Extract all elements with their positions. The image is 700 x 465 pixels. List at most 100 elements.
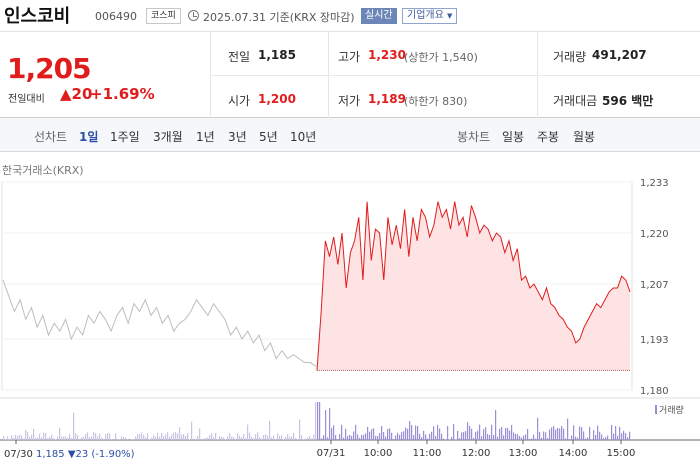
chart-canvas[interactable]: 1,233 1,220 1,207 1,193 1,180 07/30 07/31 10:00… bbox=[0, 152, 700, 465]
volume-bar bbox=[77, 434, 79, 440]
volume-bar bbox=[575, 436, 577, 440]
volume-bar bbox=[169, 436, 171, 440]
volume-bar bbox=[51, 434, 53, 440]
volume-bar bbox=[317, 402, 319, 440]
stock-header: 인스코비 006490 코스피 2025.07.31 기준(KRX 장마감) 실… bbox=[0, 0, 700, 32]
volume-bar bbox=[515, 433, 517, 440]
realtime-button[interactable]: 실시간 bbox=[361, 8, 397, 24]
volume-bar bbox=[257, 432, 259, 440]
change-label: 전일대비 bbox=[8, 94, 45, 105]
volume-bar bbox=[267, 435, 269, 440]
today-price-line bbox=[316, 201, 631, 371]
volume-bar bbox=[363, 434, 365, 440]
chart-source: 한국거래소(KRX) bbox=[2, 164, 84, 177]
volume-bar bbox=[63, 436, 65, 440]
x-tick-label: 10:00 bbox=[364, 448, 393, 459]
volume-bar bbox=[37, 437, 39, 440]
tab-3y[interactable]: 3년 bbox=[228, 130, 247, 144]
volume-bar bbox=[409, 421, 411, 440]
x-tick-label: 11:00 bbox=[413, 448, 442, 459]
tab-5y[interactable]: 5년 bbox=[259, 130, 278, 144]
volume-bar bbox=[427, 438, 429, 440]
volume-bar bbox=[517, 434, 519, 440]
tab-1d[interactable]: 1일 bbox=[79, 130, 99, 144]
prev-day-price-line bbox=[2, 279, 317, 367]
volume-bar bbox=[91, 436, 93, 440]
as-of-date: 2025.07.31 기준(KRX 장마감) bbox=[203, 11, 355, 24]
volume-bar bbox=[555, 429, 557, 440]
volume-bar bbox=[471, 428, 473, 440]
volume-bar bbox=[477, 430, 479, 440]
volume-bar bbox=[577, 437, 579, 440]
volume-bar bbox=[543, 431, 545, 440]
high-value: 1,230 bbox=[368, 48, 406, 62]
volume-bar bbox=[7, 436, 9, 440]
tab-monthly-candle[interactable]: 월봉 bbox=[573, 130, 596, 144]
volume-bar bbox=[277, 433, 279, 440]
volume-bar bbox=[105, 434, 107, 440]
open-label: 시가 bbox=[228, 94, 251, 108]
volume-bar bbox=[11, 435, 13, 440]
volume-bar bbox=[5, 439, 7, 440]
volume-bar bbox=[15, 434, 17, 440]
volume-bar bbox=[25, 429, 27, 440]
volume-bar bbox=[141, 432, 143, 440]
volume-bar bbox=[535, 438, 537, 440]
volume-bar bbox=[73, 412, 75, 440]
tab-weekly-candle[interactable]: 주봉 bbox=[537, 130, 560, 144]
volume-bar bbox=[627, 437, 629, 440]
volume-bar bbox=[475, 431, 477, 440]
low-value: 1,189 bbox=[368, 92, 406, 106]
volume-bar bbox=[431, 431, 433, 440]
tab-1y[interactable]: 1년 bbox=[196, 130, 215, 144]
volume-bar bbox=[601, 434, 603, 440]
volume-bar bbox=[533, 434, 535, 440]
volume-bar bbox=[59, 427, 61, 440]
volume-bar bbox=[579, 426, 581, 440]
volume-bar bbox=[361, 434, 363, 440]
volume-bar bbox=[621, 433, 623, 440]
stock-name: 인스코비 bbox=[4, 6, 71, 27]
volume-bar bbox=[157, 432, 159, 440]
volume-bar bbox=[567, 418, 569, 440]
volume-bar bbox=[193, 438, 195, 440]
volume-bar bbox=[83, 436, 85, 440]
volume-bar bbox=[235, 438, 237, 440]
volume-bar bbox=[495, 410, 497, 440]
tab-1w[interactable]: 1주일 bbox=[110, 130, 140, 144]
volume-bar bbox=[187, 432, 189, 440]
volume-bar bbox=[589, 426, 591, 440]
volume-bar bbox=[407, 428, 409, 440]
volume-bar bbox=[357, 434, 359, 440]
tab-3m[interactable]: 3개월 bbox=[153, 130, 183, 144]
volume-bar bbox=[247, 424, 249, 440]
volume-bar bbox=[497, 436, 499, 440]
volume-bar bbox=[379, 433, 381, 440]
tab-10y[interactable]: 10년 bbox=[290, 130, 317, 144]
volume-bar bbox=[469, 425, 471, 440]
company-info-button[interactable]: 기업개요 ▼ bbox=[402, 8, 458, 24]
volume-bar bbox=[453, 424, 455, 440]
volume-bar bbox=[131, 439, 133, 440]
volume-bar bbox=[573, 425, 575, 440]
prev-close-label: 전일 bbox=[228, 50, 251, 64]
volume-bar bbox=[115, 433, 117, 440]
volume-bar bbox=[603, 438, 605, 440]
amount-value: 596 백만 bbox=[602, 94, 654, 108]
volume-bar bbox=[313, 434, 315, 440]
volume-bar bbox=[147, 432, 149, 440]
volume-bar bbox=[377, 435, 379, 440]
volume-bar bbox=[549, 429, 551, 440]
volume-bar bbox=[253, 438, 255, 440]
volume-bar bbox=[133, 439, 135, 440]
volume-bar bbox=[103, 438, 105, 440]
volume-bar bbox=[195, 438, 197, 440]
volume-bar bbox=[485, 427, 487, 440]
volume-bar bbox=[343, 437, 345, 440]
tab-daily-candle[interactable]: 일봉 bbox=[502, 130, 525, 144]
volume-bar bbox=[151, 437, 153, 440]
volume-bar bbox=[381, 426, 383, 440]
price-chart: 한국거래소(KRX) 1,233 1,220 1,207 1,193 1,180 07/3… bbox=[0, 152, 700, 465]
volume-bar bbox=[411, 425, 413, 440]
volume-bar bbox=[33, 428, 35, 440]
